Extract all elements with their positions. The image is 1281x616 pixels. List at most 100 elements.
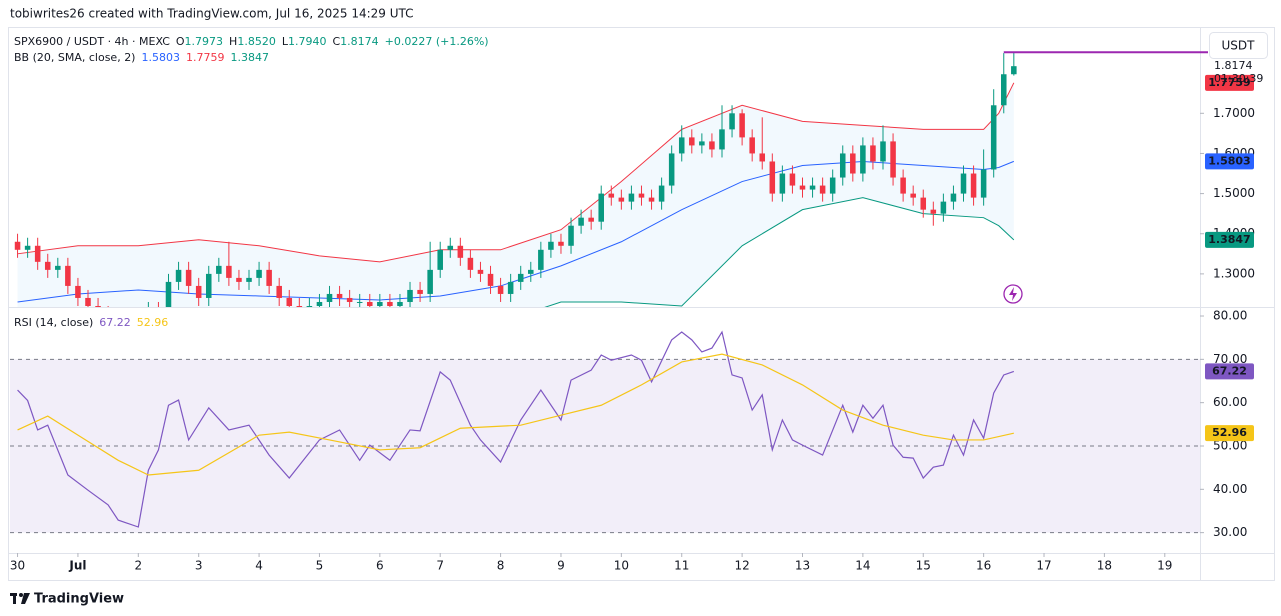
symbol-title: SPX6900 / USDT · 4h · MEXC <box>14 35 170 48</box>
candle-body <box>588 217 594 222</box>
candle-body <box>920 197 927 210</box>
candle-body <box>437 249 443 270</box>
rsi-pane <box>10 330 1200 534</box>
candle-body <box>246 277 252 282</box>
alert-icon-bolt <box>1009 287 1017 301</box>
candle-body <box>799 185 806 190</box>
candle-body <box>628 193 635 202</box>
footer-logo <box>10 593 30 604</box>
candle-body <box>457 245 464 258</box>
candle-body <box>789 173 796 186</box>
candle-body <box>839 153 846 178</box>
candle-body <box>759 153 766 162</box>
x-tick-label: 10 <box>614 559 629 573</box>
candle-body <box>95 305 101 307</box>
x-tick-label: 7 <box>436 559 444 573</box>
candle-body <box>306 305 313 307</box>
header-text: tobiwrites26 created with TradingView.co… <box>10 7 414 21</box>
rsi-title: RSI (14, close) <box>14 316 93 329</box>
candle-body <box>14 241 21 250</box>
bb-value: 1.5803 <box>141 51 180 64</box>
candle-body <box>658 185 665 202</box>
candle-body <box>608 193 615 198</box>
candle-body <box>75 285 81 298</box>
bb-value: 1.3847 <box>230 51 269 64</box>
ohlc-value: 1.7940 <box>288 35 327 48</box>
candle-body <box>367 301 373 306</box>
candle-body <box>850 153 856 174</box>
legend: RSI (14, close) 67.22 52.96 <box>14 316 168 329</box>
currency-label[interactable]: USDT <box>1222 39 1256 53</box>
rsi-value: 67.22 <box>99 316 131 329</box>
candle-body <box>819 185 826 194</box>
candle-body <box>809 185 816 190</box>
candle-body <box>497 285 504 294</box>
x-tick-label: 3 <box>195 559 203 573</box>
rsi-axis-tag: 67.22 <box>1212 364 1247 377</box>
candle-body <box>940 201 947 214</box>
candle-body <box>487 273 494 286</box>
bb-axis-tag: 1.3847 <box>1208 233 1250 246</box>
bb-axis-tag-bg <box>1205 74 1254 91</box>
change-value: +0.0227 (+1.26%) <box>385 35 489 48</box>
candle-body <box>779 173 786 194</box>
bb-axis-tag-bg <box>1205 231 1254 248</box>
candle-body <box>286 297 293 306</box>
x-tick-label: 14 <box>855 559 870 573</box>
candle-body <box>870 145 876 162</box>
y-tick-label: 30.00 <box>1213 525 1247 539</box>
legend: SPX6900 / USDT · 4h · MEXC O1.7973 H1.8520… <box>14 35 489 48</box>
candle-body <box>930 209 937 214</box>
y-tick-label: 70.00 <box>1213 352 1247 366</box>
alert-icon[interactable] <box>1003 284 1023 304</box>
legend: BB (20, SMA, close, 2) 1.5803 1.7759 1.3847 <box>14 51 269 64</box>
candle-body <box>85 297 91 306</box>
candle-body <box>699 141 705 146</box>
candle-body <box>165 281 172 307</box>
y-tick-label: 1.7000 <box>1213 106 1255 120</box>
candle-body <box>1000 74 1007 106</box>
ohlc-value: 1.8520 <box>237 35 276 48</box>
footer-brand: TradingView <box>34 592 124 607</box>
ohlc-key: O <box>176 35 185 48</box>
candle-body <box>890 141 896 178</box>
x-tick-label: 4 <box>255 559 263 573</box>
candle-body <box>467 257 474 270</box>
candle-body <box>860 145 866 174</box>
candle-body <box>417 289 423 294</box>
currency-button[interactable] <box>1209 32 1268 59</box>
candle-body <box>427 269 433 294</box>
candle-body <box>205 273 212 298</box>
y-tick-label: 1.3000 <box>1213 266 1255 280</box>
candle-body <box>558 241 564 246</box>
candle-body <box>749 137 755 154</box>
ohlc-key: C <box>332 35 340 48</box>
candle-body <box>256 269 262 278</box>
y-tick-label: 1.5000 <box>1213 186 1255 200</box>
candle-body <box>538 249 544 270</box>
candle-body <box>377 301 383 306</box>
candle-body <box>729 113 735 130</box>
x-tick-label: 16 <box>976 559 991 573</box>
candle-body <box>990 105 997 170</box>
front-layer: 1.30001.40001.50001.60001.700030.0040.00… <box>10 35 1263 573</box>
candle-body <box>578 217 584 226</box>
x-tick-label: 17 <box>1036 559 1051 573</box>
x-tick-label: 8 <box>497 559 505 573</box>
candle-body <box>739 113 745 138</box>
bb-value: 1.7759 <box>186 51 225 64</box>
candle-body <box>316 301 323 306</box>
ohlc-key: H <box>229 35 237 48</box>
logo-part <box>13 593 16 604</box>
bb-axis-tag: 1.7759 <box>1208 76 1250 89</box>
x-tick-label: 30 <box>10 559 25 573</box>
candle-body <box>598 193 604 222</box>
logo-part <box>19 593 23 597</box>
last-price-tag: 1.8174 <box>1214 59 1253 72</box>
candle-body <box>960 173 967 194</box>
candle-body <box>65 265 71 286</box>
candle-body <box>477 269 484 274</box>
logo-part <box>21 593 30 604</box>
candle-body <box>719 129 725 150</box>
